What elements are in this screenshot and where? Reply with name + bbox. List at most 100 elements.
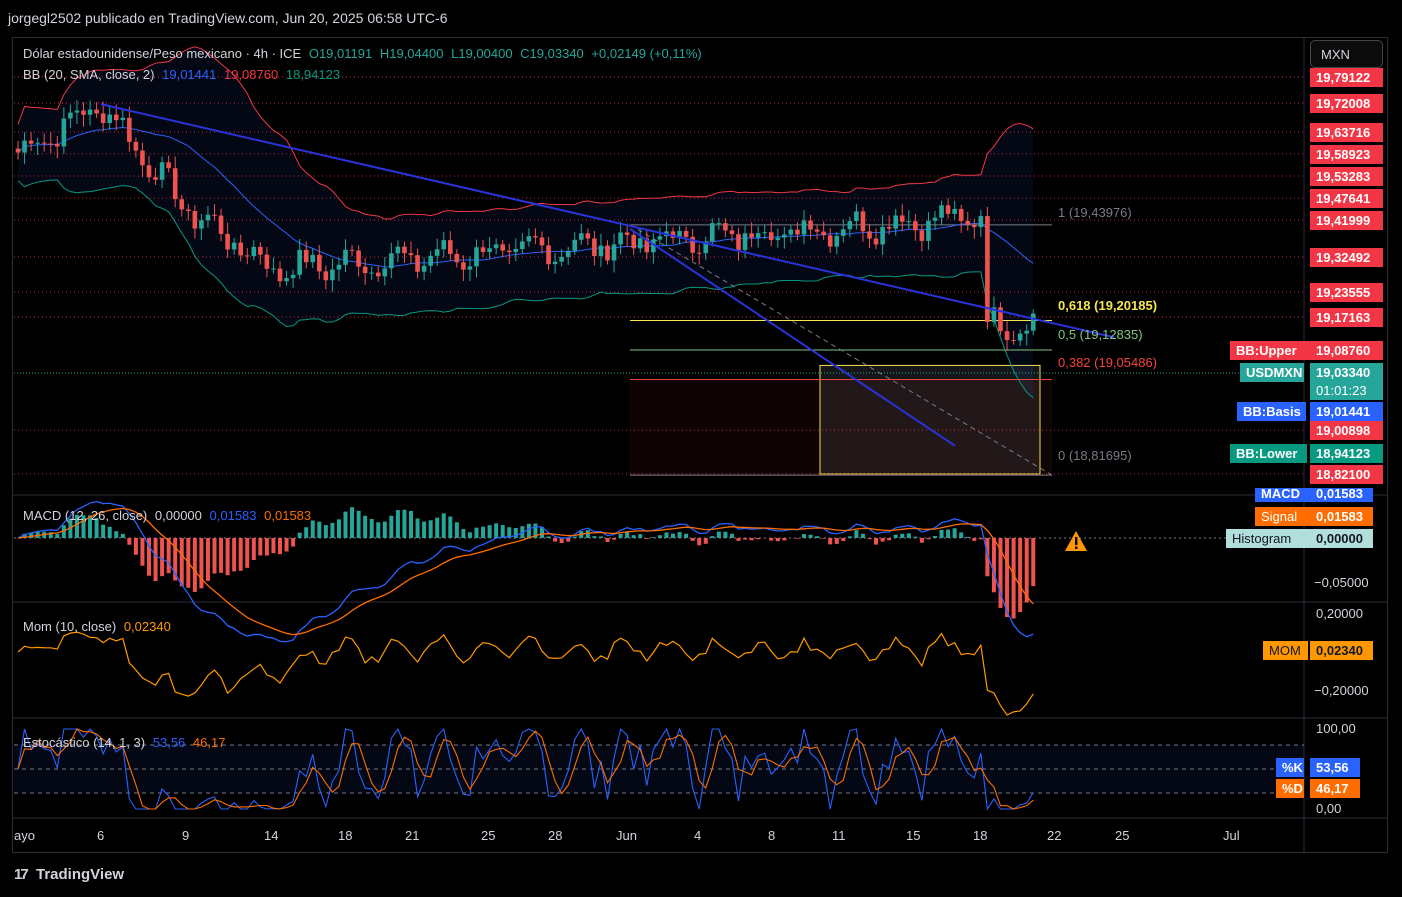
candle-body bbox=[1011, 339, 1016, 341]
candle-body bbox=[605, 245, 610, 261]
candle-body bbox=[998, 307, 1003, 332]
candle-body bbox=[952, 208, 957, 214]
macd-hist-bar bbox=[690, 538, 695, 541]
candle-body bbox=[186, 209, 191, 212]
macd-line bbox=[17, 500, 1034, 643]
macd-hist-bar bbox=[422, 521, 427, 538]
macd-hist-bar bbox=[808, 534, 813, 538]
price-level-tag: 19,00898 bbox=[1310, 421, 1383, 440]
macd-hist-bar bbox=[376, 522, 381, 538]
macd-hist-bar bbox=[88, 515, 93, 538]
macd-hist-bar bbox=[1005, 538, 1010, 618]
time-tick: ayo bbox=[14, 828, 35, 843]
candle-body bbox=[716, 223, 722, 225]
ohlc-change: +0,02149 (+0,11%) bbox=[591, 46, 702, 61]
price-level-tag: 19,32492 bbox=[1310, 248, 1383, 267]
macd-hist-bar bbox=[278, 538, 282, 555]
macd-hist-bar bbox=[291, 538, 296, 547]
stoch-legend-d: 46,17 bbox=[192, 735, 226, 750]
candle-body bbox=[991, 307, 997, 323]
macd-legend-macd: 0,01583 bbox=[209, 508, 257, 523]
macd-hist-bar bbox=[815, 536, 820, 538]
mom-legend-name: Mom (10, close) bbox=[23, 619, 117, 634]
macd-legend-name: MACD (12, 26, close) bbox=[23, 508, 148, 523]
candle-body bbox=[172, 168, 178, 200]
candle-body bbox=[41, 142, 47, 144]
candle-body bbox=[972, 224, 977, 228]
candle-body bbox=[651, 239, 656, 253]
macd-hist-bar bbox=[500, 525, 505, 538]
macd-hist-bar bbox=[1011, 538, 1016, 619]
macd-hist-bar bbox=[860, 533, 865, 538]
tradingview-brand: TradingView bbox=[36, 866, 125, 883]
price-level-tag: 19,41999 bbox=[1310, 211, 1383, 230]
candle-body bbox=[408, 253, 414, 256]
candle-body bbox=[945, 205, 951, 214]
macd-hist-bar bbox=[258, 538, 263, 556]
macd-hist-bar bbox=[605, 538, 610, 543]
macd-hist-bar bbox=[140, 538, 145, 566]
candle-body bbox=[467, 266, 473, 270]
downtrend-line bbox=[100, 103, 1115, 339]
currency-selector[interactable]: MXN bbox=[1310, 40, 1383, 68]
stoch-d-value: 46,17 bbox=[1310, 779, 1360, 798]
macd-hist-bar bbox=[828, 538, 833, 545]
fib-diagonal bbox=[629, 224, 1053, 476]
time-tick: 9 bbox=[182, 828, 190, 843]
macd-hist-bar bbox=[1031, 538, 1036, 587]
macd-hist-bar bbox=[225, 538, 230, 576]
candle-body bbox=[389, 253, 394, 269]
macd-hist-bar bbox=[74, 514, 79, 538]
macd-hist-bar bbox=[428, 520, 433, 538]
histogram-tag: Histogram bbox=[1226, 529, 1310, 548]
macd-hist-bar bbox=[251, 538, 256, 560]
candle-body bbox=[218, 215, 224, 234]
candle-body bbox=[565, 250, 571, 257]
macd-hist-bar bbox=[199, 538, 204, 589]
macd-hist-bar bbox=[743, 538, 748, 540]
warning-icon[interactable] bbox=[1064, 530, 1088, 557]
stoch-k-value: 53,56 bbox=[1310, 758, 1360, 777]
macd-hist-bar bbox=[94, 518, 99, 538]
candle-body bbox=[899, 215, 905, 222]
candle-body bbox=[297, 249, 302, 275]
price-level-tag: 19,17163 bbox=[1310, 308, 1383, 327]
candle-body bbox=[814, 229, 820, 232]
macd-hist-bar bbox=[677, 532, 682, 538]
time-tick: 18 bbox=[973, 828, 988, 843]
macd-hist-bar bbox=[310, 520, 315, 538]
candle-body bbox=[231, 242, 237, 250]
candle-body bbox=[336, 264, 342, 270]
candle-body bbox=[441, 240, 447, 250]
fib-label-0: 0 (18,81695) bbox=[1058, 448, 1132, 463]
fib-zone bbox=[630, 379, 1052, 476]
stoch-d-line bbox=[17, 728, 1034, 810]
macd-hist-bar bbox=[133, 538, 138, 555]
macd-hist-bar bbox=[651, 537, 656, 538]
tradingview-logo[interactable]: 17 TradingView bbox=[14, 866, 124, 883]
macd-hist-bar bbox=[363, 515, 368, 538]
candle-body bbox=[35, 142, 40, 144]
candle-body bbox=[723, 223, 728, 231]
macd-hist-bar bbox=[127, 538, 132, 545]
macd-hist-bar bbox=[900, 533, 905, 538]
macd-hist-bar bbox=[893, 534, 898, 538]
candle-body bbox=[395, 246, 401, 254]
candle-body bbox=[22, 140, 27, 153]
candle-body bbox=[775, 237, 781, 241]
bb-legend-basis: 19,01441 bbox=[162, 67, 217, 82]
macd-hist-bar bbox=[546, 536, 551, 538]
macd-hist-bar bbox=[703, 538, 708, 544]
stoch-legend-k: 53,56 bbox=[152, 735, 186, 750]
candle-body bbox=[886, 226, 892, 229]
macd-hist-bar bbox=[35, 531, 40, 538]
candle-body bbox=[618, 232, 623, 245]
candle-body bbox=[788, 229, 794, 235]
candle-body bbox=[205, 214, 211, 221]
candle-body bbox=[349, 249, 355, 251]
candle-body bbox=[480, 247, 486, 252]
candle-body bbox=[834, 235, 840, 247]
candle-body bbox=[801, 220, 807, 235]
macd-hist-bar bbox=[716, 531, 721, 538]
